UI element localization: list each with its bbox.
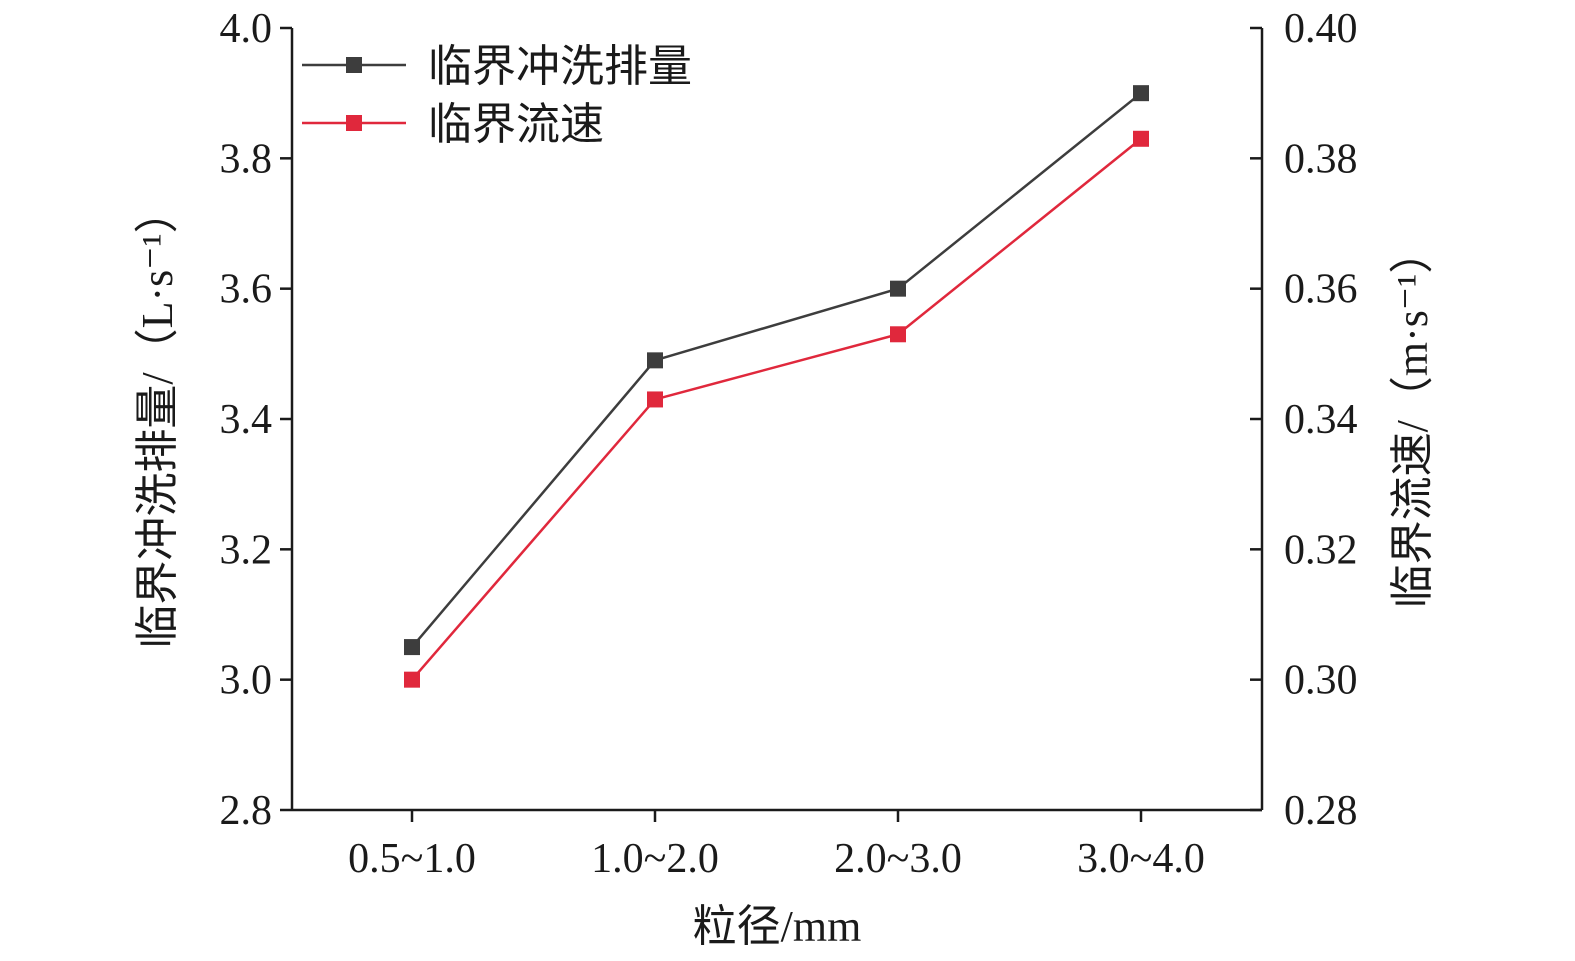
legend-item-velocity: 临界流速 — [302, 100, 604, 149]
x-axis-ticks: 0.5~1.0 1.0~2.0 2.0~3.0 3.0~4.0 — [348, 810, 1205, 882]
left-tick-label: 3.8 — [220, 136, 273, 182]
x-tick-label: 3.0~4.0 — [1077, 836, 1205, 882]
data-point-discharge — [1133, 85, 1149, 102]
x-tick-label: 0.5~1.0 — [348, 836, 476, 882]
left-axis-unit: （L·s⁻¹） — [133, 189, 182, 372]
right-axis-ticks: 0.28 0.30 0.32 0.34 0.36 0.38 0.40 — [1250, 6, 1358, 834]
right-tick-label: 0.36 — [1284, 267, 1358, 313]
x-axis-label: 粒径/mm — [693, 902, 862, 951]
right-axis-label: 临界流速/ — [1388, 419, 1437, 608]
data-point-discharge — [647, 352, 663, 369]
right-tick-label: 0.40 — [1284, 6, 1358, 52]
right-tick-label: 0.38 — [1284, 136, 1358, 182]
x-tick-label: 1.0~2.0 — [591, 836, 719, 882]
right-tick-label: 0.32 — [1284, 527, 1358, 573]
data-point-velocity — [404, 671, 420, 688]
legend-label-discharge: 临界冲洗排量 — [428, 42, 692, 91]
series-line-discharge — [411, 92, 1142, 648]
left-tick-label: 4.0 — [220, 6, 273, 52]
right-tick-label: 0.28 — [1284, 788, 1358, 834]
left-axis-label: 临界冲洗排量/ — [133, 372, 182, 649]
legend-marker-discharge — [346, 57, 362, 73]
x-tick-label: 2.0~3.0 — [834, 836, 962, 882]
data-point-velocity — [1133, 130, 1149, 147]
data-point-velocity — [647, 391, 663, 408]
svg-text:临界冲洗排量/（L·s⁻¹）: 临界冲洗排量/（L·s⁻¹） — [133, 189, 182, 648]
legend: 临界冲洗排量 临界流速 — [302, 42, 692, 149]
left-tick-label: 3.0 — [220, 658, 273, 704]
legend-item-discharge: 临界冲洗排量 — [302, 42, 692, 91]
right-axis-unit: （m·s⁻¹） — [1388, 230, 1437, 420]
right-axis-title: 临界流速/（m·s⁻¹） — [1388, 230, 1437, 609]
data-point-velocity — [890, 326, 906, 343]
svg-text:临界流速/（m·s⁻¹）: 临界流速/（m·s⁻¹） — [1388, 230, 1437, 609]
right-tick-label: 0.30 — [1284, 658, 1358, 704]
left-tick-label: 3.4 — [220, 397, 273, 443]
series-layer — [404, 85, 1149, 688]
data-point-discharge — [890, 280, 906, 297]
left-tick-label: 3.2 — [220, 527, 273, 573]
left-axis-ticks: 2.8 3.0 3.2 3.4 3.6 3.8 4.0 — [220, 6, 292, 834]
series-line-velocity — [411, 137, 1142, 681]
left-tick-label: 3.6 — [220, 267, 273, 313]
left-axis-title: 临界冲洗排量/（L·s⁻¹） — [133, 189, 182, 648]
legend-label-velocity: 临界流速 — [428, 100, 604, 149]
left-tick-label: 2.8 — [220, 788, 273, 834]
right-tick-label: 0.34 — [1284, 397, 1358, 443]
data-point-discharge — [404, 639, 420, 656]
legend-marker-velocity — [346, 115, 362, 131]
